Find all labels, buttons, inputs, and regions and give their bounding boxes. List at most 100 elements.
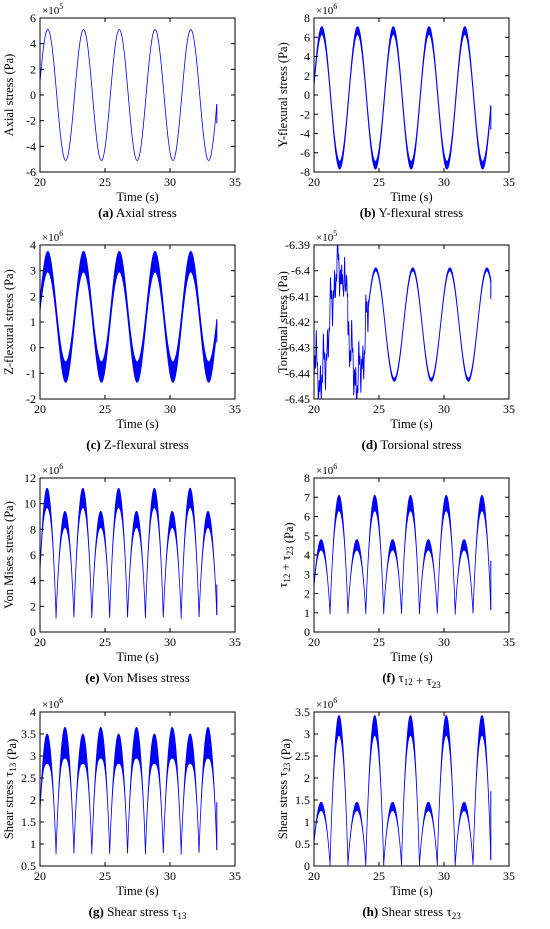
- y-axis-label: Torsional stress (Pa): [276, 271, 290, 373]
- chart-panel-h: 20 25 30 35 0 0.5 1 1.5 2 2.5 3 3.5 ×106 Time (s) Shea…: [276, 696, 515, 921]
- y-tick-label: -2: [300, 107, 310, 121]
- panel-caption-f: (f) τ12 + τ23: [382, 670, 441, 690]
- panel-caption-text: Von Mises stress: [103, 670, 190, 685]
- y-multiplier-c: ×106: [42, 229, 63, 244]
- x-tick-label: 30: [164, 635, 176, 649]
- y-tick-label: -1: [26, 366, 36, 380]
- x-tick-label: 25: [99, 175, 111, 189]
- y-multiplier-f: ×106: [316, 462, 337, 477]
- y-tick-label: 4: [304, 548, 310, 562]
- y-tick-label: 3: [30, 749, 36, 763]
- x-axis-label: Time (s): [116, 190, 158, 204]
- panel-caption-g: (g) Shear stress τ13: [89, 904, 187, 921]
- y-tick-label: 0: [304, 88, 310, 102]
- y-tick-label: -6.4: [291, 264, 310, 278]
- y-tick-label: -8: [300, 165, 310, 179]
- y-tick-label: 0.5: [21, 859, 36, 873]
- y-tick-label: 6: [30, 548, 36, 562]
- y-multiplier-g: ×106: [42, 696, 63, 711]
- y-tick-label: 8: [30, 522, 36, 536]
- panel-caption-text: Y-flexural stress: [378, 205, 463, 220]
- y-tick-label: 4: [30, 574, 36, 588]
- chart-panel-g: 20 25 30 35 0.5 1 1.5 2 2.5 3 3.5 4 ×106 Time (s) Shea…: [2, 696, 241, 921]
- panel-caption-text: τ12 + τ23: [398, 670, 441, 690]
- y-tick-label: 2: [304, 69, 310, 83]
- x-tick-label: 20: [34, 175, 46, 189]
- chart-panel-c: 20 25 30 35 -2 -1 0 1 2 3 4 ×106 Time (s) Z-flexural …: [2, 229, 241, 452]
- series-band-b: [313, 26, 492, 170]
- y-tick-label: 2: [304, 587, 310, 601]
- y-tick-label: 0: [304, 625, 310, 639]
- x-axis-label: Time (s): [390, 884, 432, 898]
- y-tick-label: -6.39: [285, 238, 310, 252]
- x-tick-label: 25: [99, 869, 111, 883]
- y-axis-label: Z-flexural stress (Pa): [2, 269, 16, 375]
- x-tick-label: 35: [503, 402, 515, 416]
- series-band-d: [313, 244, 492, 400]
- x-tick-label: 35: [229, 402, 241, 416]
- y-tick-label: 6: [304, 30, 310, 44]
- panel-caption-h: (h) Shear stress τ23: [362, 904, 461, 921]
- y-tick-label: 2.5: [21, 771, 36, 785]
- panel-caption-b: (b) Y-flexural stress: [360, 205, 464, 220]
- x-tick-label: 20: [308, 175, 320, 189]
- x-axis-label: Time (s): [116, 417, 158, 431]
- y-tick-label: 5: [304, 529, 310, 543]
- x-axis-label: Time (s): [116, 884, 158, 898]
- y-tick-label: 2: [304, 771, 310, 785]
- panel-caption-text: Z-flexural stress: [104, 437, 189, 452]
- y-tick-label: 2.5: [295, 749, 310, 763]
- y-tick-label: 3: [304, 727, 310, 741]
- y-tick-label: 1.5: [21, 815, 36, 829]
- y-tick-label: 1: [304, 815, 310, 829]
- y-tick-label: 2: [30, 62, 36, 76]
- x-tick-label: 30: [164, 869, 176, 883]
- series-band-c: [39, 251, 218, 383]
- series-band-f: [313, 494, 492, 615]
- series-band-a: [39, 29, 218, 161]
- y-tick-label: 3.5: [295, 705, 310, 719]
- y-tick-label: 8: [304, 11, 310, 25]
- x-tick-label: 25: [99, 402, 111, 416]
- y-tick-label: -6.41: [285, 289, 310, 303]
- panel-caption-text: Torsional stress: [380, 437, 461, 452]
- panel-caption-text: Axial stress: [116, 205, 177, 220]
- panel-caption-e: (e) Von Mises stress: [85, 670, 190, 685]
- series-band-h: [313, 715, 492, 867]
- y-tick-label: -4: [300, 127, 310, 141]
- y-tick-label: -6.44: [285, 366, 310, 380]
- x-tick-label: 30: [438, 869, 450, 883]
- y-axis-label: Shear stress τ23 (Pa): [276, 739, 293, 839]
- y-tick-label: 4: [304, 50, 310, 64]
- x-tick-label: 30: [164, 175, 176, 189]
- y-multiplier-a: ×105: [42, 2, 63, 17]
- x-tick-label: 20: [34, 869, 46, 883]
- x-tick-label: 35: [229, 635, 241, 649]
- chart-panel-d: 20 25 30 35 -6.45 -6.44 -6.43 -6.42 -6.41 -6.4 -6.…: [276, 229, 515, 452]
- x-axis-label: Time (s): [390, 417, 432, 431]
- y-tick-label: -6: [300, 146, 310, 160]
- y-tick-label: 1.5: [295, 793, 310, 807]
- panel-caption-text: Shear stress τ13: [107, 904, 187, 921]
- y-tick-label: 0.5: [295, 837, 310, 851]
- y-tick-label: -4: [26, 139, 36, 153]
- x-tick-label: 25: [99, 635, 111, 649]
- panel-caption-text: Shear stress τ23: [381, 904, 461, 921]
- y-tick-label: 1: [304, 606, 310, 620]
- y-axis-label: Axial stress (Pa): [2, 54, 16, 137]
- y-tick-label: 2: [30, 289, 36, 303]
- x-axis-label: Time (s): [390, 650, 432, 664]
- chart-panel-f: 20 25 30 35 0 1 2 3 4 5 6 7 8 ×106 Time (s) τ12 + τ23 (…: [276, 462, 515, 690]
- y-tick-label: 3: [30, 264, 36, 278]
- x-axis-label: Time (s): [116, 650, 158, 664]
- y-tick-label: -6.43: [285, 341, 310, 355]
- panel-caption-a: (a) Axial stress: [98, 205, 177, 220]
- x-axis-label: Time (s): [390, 190, 432, 204]
- y-tick-label: 2: [30, 599, 36, 613]
- y-tick-label: -2: [26, 114, 36, 128]
- x-tick-label: 20: [308, 635, 320, 649]
- axes-frame-d: [313, 244, 510, 400]
- x-tick-label: 30: [438, 175, 450, 189]
